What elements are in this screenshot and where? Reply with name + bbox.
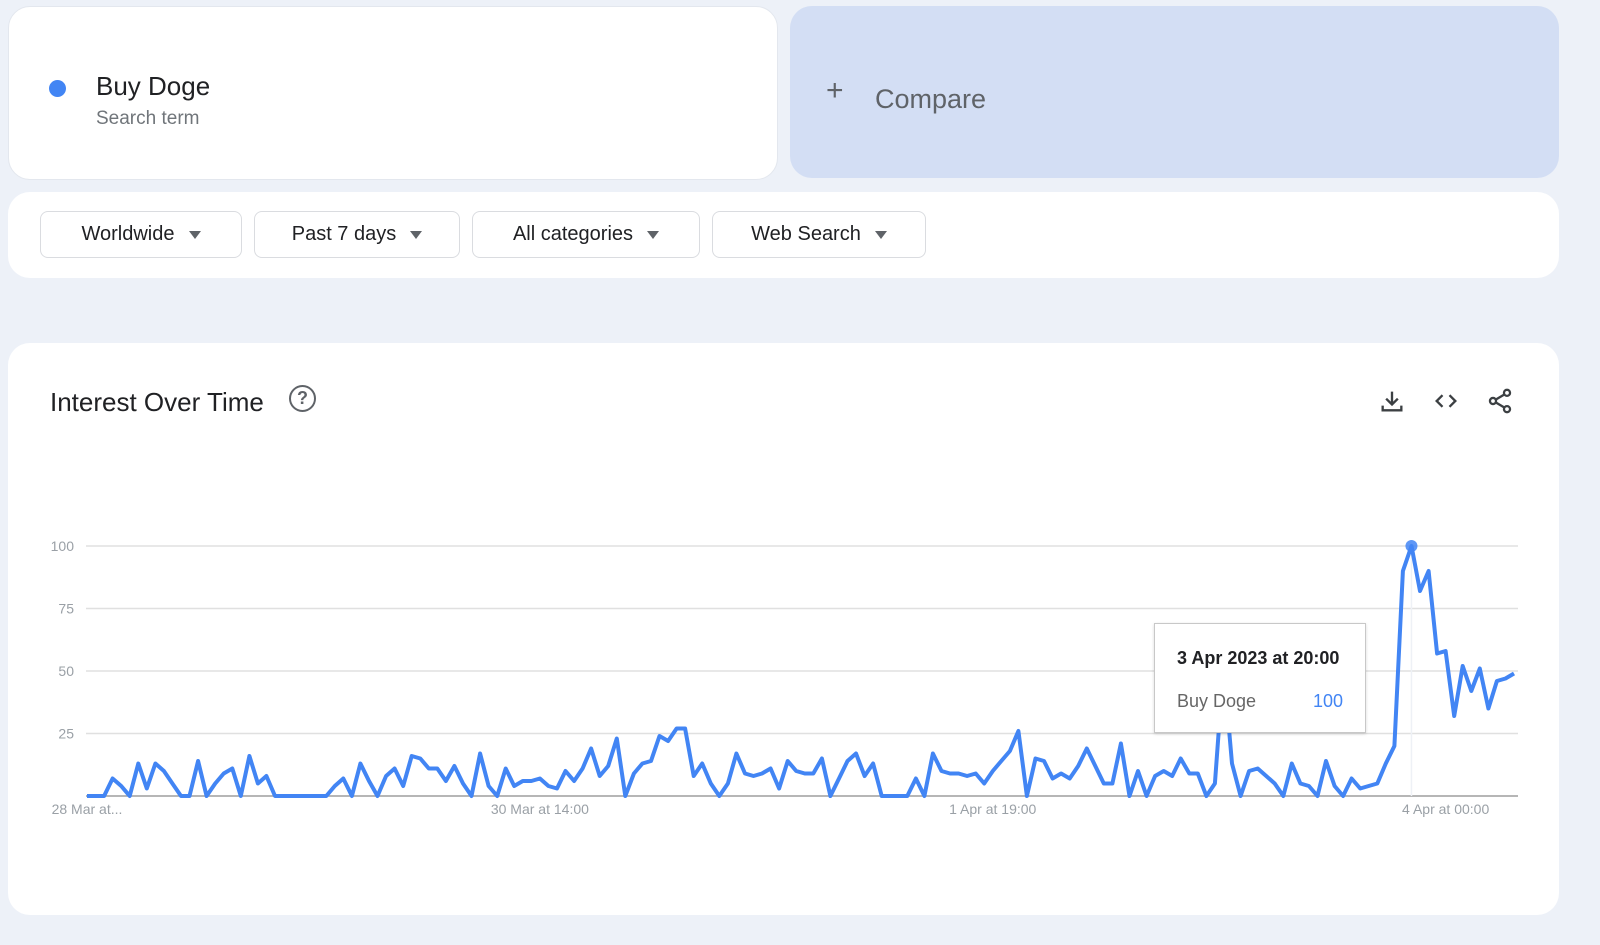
search-type-dropdown-label: Web Search — [751, 223, 861, 245]
chart-title: Interest Over Time — [50, 387, 264, 417]
tooltip-date: 3 Apr 2023 at 20:00 — [1177, 648, 1340, 668]
time-range-dropdown-label: Past 7 days — [291, 223, 397, 245]
y-tick-label: 25 — [58, 726, 74, 742]
download-icon[interactable] — [1378, 387, 1406, 415]
y-tick-label: 100 — [51, 538, 75, 554]
highlighted-point — [1405, 540, 1418, 552]
x-tick-label: 30 Mar at 14:00 — [491, 801, 589, 817]
category-dropdown[interactable]: All categories — [472, 211, 700, 258]
caret-down-icon — [188, 230, 201, 239]
embed-code-icon[interactable] — [1432, 387, 1460, 415]
compare-label: Compare — [875, 84, 987, 114]
caret-down-icon — [410, 230, 423, 239]
time-range-dropdown[interactable]: Past 7 days — [254, 211, 460, 258]
x-tick-label: 28 Mar at... — [52, 801, 123, 817]
help-icon[interactable]: ? — [289, 385, 316, 412]
interest-over-time-card: Interest Over Time ? 100 75 50 25 28 Mar at.… — [8, 343, 1559, 915]
series-line-buy-doge — [87, 544, 1516, 798]
search-term-type: Search term — [96, 108, 200, 129]
category-dropdown-label: All categories — [512, 223, 634, 245]
region-dropdown-label: Worldwide — [81, 223, 175, 245]
search-term-name[interactable]: Buy Doge — [96, 71, 211, 101]
chart-tooltip: 3 Apr 2023 at 20:00 Buy Doge 100 — [1154, 623, 1366, 733]
y-tick-label: 50 — [58, 663, 74, 679]
caret-down-icon — [647, 230, 660, 239]
caret-down-icon — [874, 230, 887, 239]
search-term-card[interactable]: Buy Doge Search term — [8, 6, 778, 180]
y-tick-label: 75 — [58, 601, 74, 617]
region-dropdown[interactable]: Worldwide — [40, 211, 242, 258]
filters-bar: Worldwide Past 7 days All categories Web… — [8, 192, 1559, 278]
plus-icon: + — [826, 74, 844, 107]
x-tick-label: 4 Apr at 00:00 — [1402, 801, 1489, 817]
share-icon[interactable] — [1486, 387, 1514, 415]
x-tick-label: 1 Apr at 19:00 — [949, 801, 1036, 817]
search-type-dropdown[interactable]: Web Search — [712, 211, 926, 258]
compare-button[interactable]: + Compare — [790, 6, 1559, 178]
tooltip-value: 100 — [1312, 691, 1343, 711]
tooltip-series-name: Buy Doge — [1177, 691, 1257, 711]
series-color-dot — [49, 80, 66, 97]
